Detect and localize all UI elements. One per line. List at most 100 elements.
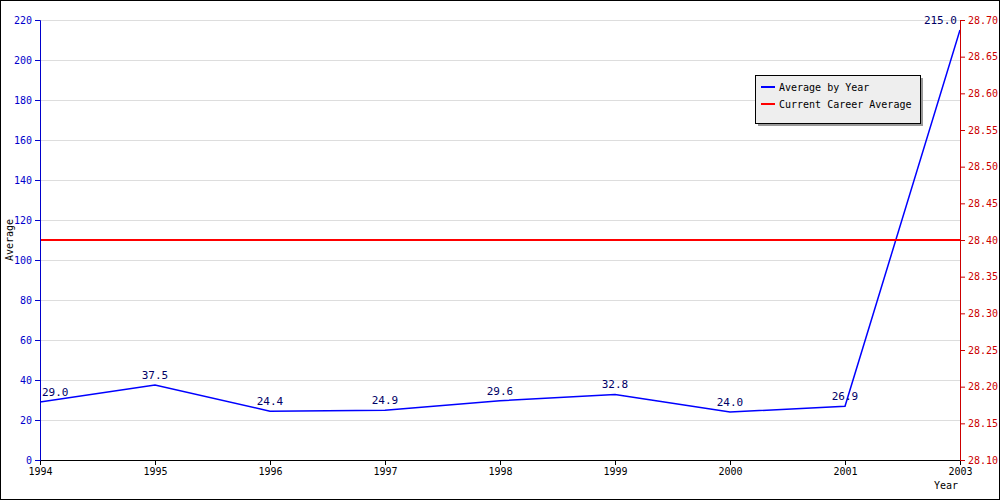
- series-line: [40, 239, 960, 241]
- tick-label: 2003: [948, 466, 972, 477]
- tick-label: 200: [14, 55, 32, 66]
- tick-mark: [960, 203, 965, 204]
- tick-mark: [730, 460, 731, 465]
- legend-swatch: [761, 86, 775, 88]
- tick: 28.60: [960, 88, 998, 99]
- tick-label: 1998: [488, 466, 512, 477]
- tick: 180: [14, 95, 40, 106]
- tick: 28.55: [960, 125, 998, 136]
- tick-label: 1997: [373, 466, 397, 477]
- tick-label: 180: [14, 95, 32, 106]
- tick: 1994: [28, 460, 52, 477]
- tick-mark: [35, 20, 40, 21]
- axis-line: [35, 21, 41, 461]
- tick-label: 28.20: [968, 381, 998, 392]
- tick: 28.20: [960, 381, 998, 392]
- grid-line: [40, 420, 960, 421]
- data-label: 24.0: [717, 396, 744, 409]
- tick-mark: [35, 380, 40, 381]
- tick-label: 1995: [143, 466, 167, 477]
- tick: 220: [14, 15, 40, 26]
- tick-label: 40: [20, 375, 32, 386]
- tick-mark: [35, 100, 40, 101]
- tick-label: 28.15: [968, 418, 998, 429]
- tick-label: 160: [14, 135, 32, 146]
- tick-mark: [960, 93, 965, 94]
- data-label: 32.8: [602, 378, 629, 391]
- tick-mark: [155, 460, 156, 465]
- tick: 20: [20, 415, 40, 426]
- axis-line: [41, 461, 961, 466]
- data-label: 37.5: [142, 369, 169, 382]
- tick-mark: [960, 460, 965, 461]
- data-labels: 29.037.524.424.929.632.824.026.9215.0: [42, 14, 957, 409]
- grid-line: [40, 180, 960, 181]
- tick: 80: [20, 295, 40, 306]
- tick-label: 28.60: [968, 88, 998, 99]
- grid-line: [40, 220, 960, 221]
- tick-label: 60: [20, 335, 32, 346]
- tick-mark: [35, 420, 40, 421]
- tick-label: 20: [20, 415, 32, 426]
- data-label: 29.6: [487, 385, 514, 398]
- data-label: 24.9: [372, 394, 399, 407]
- tick-label: 220: [14, 15, 32, 26]
- tick-label: 28.30: [968, 308, 998, 319]
- chart: 29.037.524.424.929.632.824.026.9215.0199…: [0, 0, 1000, 500]
- tick-mark: [960, 130, 965, 131]
- grid-line: [40, 140, 960, 141]
- tick-label: 120: [14, 215, 32, 226]
- tick: 100: [14, 255, 40, 266]
- tick-label: 28.55: [968, 125, 998, 136]
- tick-mark: [960, 387, 965, 388]
- axis-line: [961, 21, 966, 461]
- tick-mark: [615, 460, 616, 465]
- tick-mark: [960, 277, 965, 278]
- tick-mark: [35, 300, 40, 301]
- tick-label: 1996: [258, 466, 282, 477]
- tick-label: 80: [20, 295, 32, 306]
- tick-label: 28.45: [968, 198, 998, 209]
- tick-mark: [845, 460, 846, 465]
- tick: 1998: [488, 460, 512, 477]
- tick: 1997: [373, 460, 397, 477]
- legend-box: [756, 76, 921, 124]
- tick: 2000: [718, 460, 742, 477]
- tick-label: 28.70: [968, 15, 998, 26]
- legend-label: Current Career Average: [779, 99, 911, 110]
- tick-label: 2001: [833, 466, 857, 477]
- tick: 28.15: [960, 418, 998, 429]
- tick-label: 28.10: [968, 455, 998, 466]
- tick: 140: [14, 175, 40, 186]
- tick-label: 28.25: [968, 345, 998, 356]
- tick: 28.45: [960, 198, 998, 209]
- tick-label: 28.50: [968, 161, 998, 172]
- tick-mark: [960, 313, 965, 314]
- y2-axis: 28.10 28.15 28.20 28.25 28.30 28.35 28.40 28.45…: [960, 15, 998, 466]
- data-label: 215.0: [924, 14, 957, 27]
- tick: 28.10: [960, 455, 998, 466]
- grid: [40, 21, 960, 461]
- tick: 28.40: [960, 235, 998, 246]
- data-label: 29.0: [42, 386, 69, 399]
- grid-line: [40, 340, 960, 341]
- tick-mark: [270, 460, 271, 465]
- grid-line: [40, 20, 960, 21]
- tick: 28.70: [960, 15, 998, 26]
- grid-line: [40, 300, 960, 301]
- tick: 28.35: [960, 271, 998, 282]
- grid-line: [40, 60, 960, 61]
- tick-label: 2000: [718, 466, 742, 477]
- tick: 1995: [143, 460, 167, 477]
- tick-mark: [960, 240, 965, 241]
- tick-mark: [35, 140, 40, 141]
- tick: 1996: [258, 460, 282, 477]
- tick-mark: [960, 167, 965, 168]
- tick-mark: [385, 460, 386, 465]
- tick-label: 28.40: [968, 235, 998, 246]
- tick-mark: [35, 60, 40, 61]
- tick: 28.50: [960, 161, 998, 172]
- plot-area: [40, 30, 960, 412]
- series-line: [40, 30, 960, 412]
- tick-mark: [960, 20, 965, 21]
